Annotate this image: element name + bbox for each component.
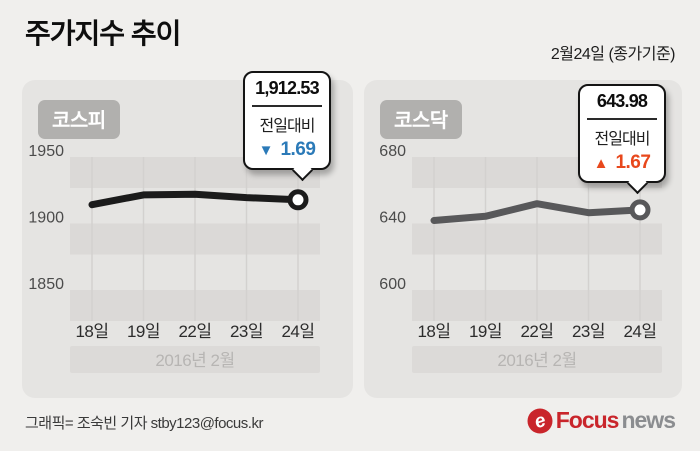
- x-tick-label: 24일: [281, 322, 314, 341]
- kospi-callout: 1,912.53 전일대비 ▼ 1.69: [243, 71, 331, 181]
- y-tick-label: 1950: [28, 143, 64, 160]
- month-strip: [70, 346, 320, 373]
- kosdaq-close-value: 643.98: [587, 91, 657, 120]
- kospi-chart: 1950 1900 1850 18일 19일 22일 23일 24일 2016년 2월: [28, 143, 320, 373]
- x-tick-label: 19일: [469, 322, 502, 341]
- triangle-up-icon: ▲: [593, 154, 609, 172]
- kosdaq-change-label: 전일대비: [594, 131, 651, 148]
- last-point-marker: [287, 189, 309, 211]
- kosdaq-change-row: ▲ 1.67: [583, 152, 661, 174]
- y-tick-label: 680: [379, 143, 406, 160]
- x-tick-label: 19일: [127, 322, 160, 341]
- kospi-change-row: ▼ 1.69: [248, 139, 326, 161]
- triangle-down-icon: ▼: [258, 141, 274, 159]
- kosdaq-badge: 코스닥: [380, 100, 462, 139]
- y-tick-label: 1850: [28, 276, 64, 293]
- x-tick-label: 22일: [178, 322, 211, 341]
- kosdaq-callout: 643.98 전일대비 ▲ 1.67: [578, 84, 666, 194]
- x-tick-label: 23일: [572, 322, 605, 341]
- x-tick-label: 22일: [520, 322, 553, 341]
- y-tick-label: 600: [379, 276, 406, 293]
- kosdaq-change-value: 1.67: [615, 152, 651, 173]
- focus-news-logo: e Focus news: [527, 407, 676, 434]
- logo-brand-text: Focus: [555, 407, 620, 433]
- logo-suffix-text: news: [621, 407, 676, 433]
- month-label: 2016년 2월: [155, 351, 234, 370]
- credit-line: 그래픽= 조숙빈 기자 stby123@focus.kr: [25, 415, 263, 432]
- x-tick-label: 24일: [623, 322, 656, 341]
- kospi-badge: 코스피: [38, 100, 120, 139]
- page-title: 주가지수 추이: [25, 18, 181, 49]
- x-tick-label: 18일: [75, 322, 108, 341]
- kospi-change-value: 1.69: [280, 139, 316, 160]
- kospi-close-value: 1,912.53: [252, 78, 322, 107]
- x-tick-label: 23일: [230, 322, 263, 341]
- trend-line: [88, 190, 302, 209]
- month-label: 2016년 2월: [497, 351, 576, 370]
- date-label: 2월24일 (종가기준): [550, 46, 676, 63]
- last-point-marker: [629, 199, 651, 221]
- trend-line: [430, 200, 644, 224]
- month-strip: [412, 346, 662, 373]
- focus-logo-icon: e: [527, 408, 553, 433]
- x-tick-label: 18일: [417, 322, 450, 341]
- kospi-change-label: 전일대비: [259, 118, 316, 135]
- y-tick-label: 1900: [28, 210, 64, 227]
- y-tick-label: 640: [379, 210, 406, 227]
